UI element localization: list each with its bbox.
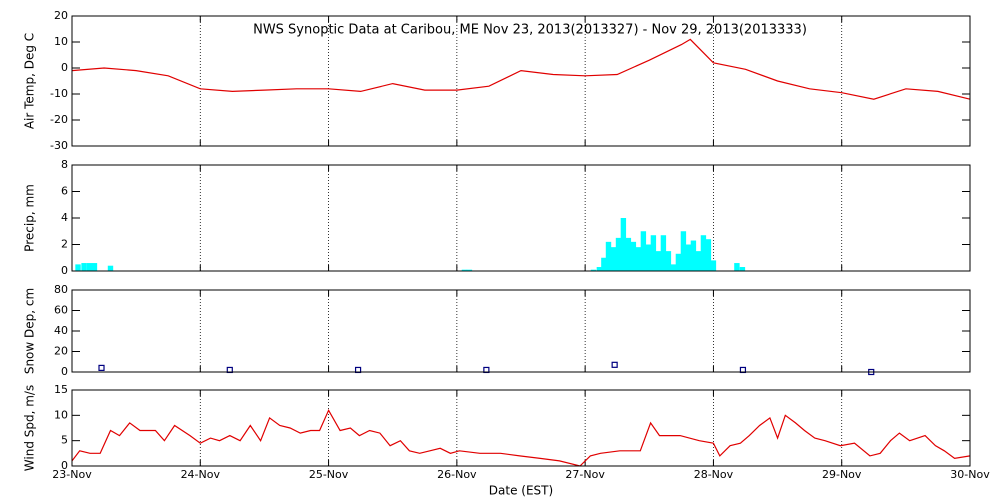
bar — [685, 244, 692, 271]
bar — [75, 264, 81, 271]
bar — [695, 251, 702, 271]
bar — [710, 260, 717, 271]
bar — [705, 239, 712, 271]
y-tick-label: 80 — [54, 283, 68, 296]
x-tick-label: 28-Nov — [694, 468, 734, 481]
bar — [739, 267, 746, 271]
x-axis-label: Date (EST) — [489, 484, 553, 498]
plot-frame — [71, 289, 971, 373]
chart-title: NWS Synoptic Data at Caribou, ME Nov 23,… — [253, 23, 807, 38]
y-tick-label: 40 — [54, 324, 68, 337]
y-axis-label: Wind Spd, m/s — [23, 385, 37, 471]
bar — [690, 240, 697, 271]
bar — [655, 251, 662, 271]
y-tick-label: 10 — [54, 35, 68, 48]
bar — [670, 264, 677, 271]
x-tick-label: 26-Nov — [437, 468, 477, 481]
bar — [86, 263, 93, 271]
bar — [630, 241, 637, 271]
y-tick-label: 10 — [54, 408, 68, 421]
bar — [610, 247, 617, 271]
bar — [665, 251, 672, 271]
point — [611, 361, 618, 368]
y-axis-label: Precip, mm — [23, 184, 37, 252]
y-tick-label: 20 — [54, 9, 68, 22]
bar — [107, 265, 114, 271]
y-tick-label: 4 — [61, 211, 68, 224]
bar — [700, 235, 707, 271]
bar — [596, 267, 603, 271]
plot-frame — [71, 15, 971, 147]
bar — [640, 231, 647, 271]
x-tick-label: 29-Nov — [822, 468, 862, 481]
bar — [635, 247, 642, 271]
y-tick-label: 0 — [61, 365, 68, 378]
y-tick-label: 20 — [54, 345, 68, 358]
bar — [91, 263, 98, 271]
bar — [680, 231, 687, 271]
data-line — [71, 38, 971, 100]
plot-frame — [71, 389, 971, 467]
plot-frame — [71, 164, 971, 272]
y-tick-label: 0 — [61, 459, 68, 472]
bar — [675, 253, 682, 271]
y-tick-label: -30 — [50, 139, 68, 152]
y-axis-label: Air Temp, Deg C — [23, 33, 37, 129]
bar — [620, 218, 627, 271]
bar — [734, 263, 740, 271]
bar — [461, 269, 468, 271]
x-tick-label: 27-Nov — [565, 468, 605, 481]
bar — [601, 257, 607, 271]
y-tick-label: -20 — [50, 113, 68, 126]
bar — [605, 241, 612, 271]
x-tick-label: 25-Nov — [309, 468, 349, 481]
y-tick-label: 5 — [61, 434, 68, 447]
y-tick-label: 60 — [54, 304, 68, 317]
bar — [81, 263, 87, 271]
y-tick-label: 0 — [61, 264, 68, 277]
x-tick-label: 30-Nov — [950, 468, 990, 481]
bar — [645, 244, 652, 271]
y-tick-label: 0 — [61, 61, 68, 74]
y-tick-label: -10 — [50, 87, 68, 100]
bar — [466, 269, 473, 271]
bar — [615, 237, 622, 271]
y-tick-label: 15 — [54, 383, 68, 396]
y-axis-label: Snow Dep, cm — [23, 288, 37, 374]
data-line — [71, 408, 971, 467]
point — [98, 364, 105, 371]
bar — [650, 235, 657, 271]
bar — [625, 237, 632, 271]
bar — [660, 235, 667, 271]
bar — [590, 269, 597, 271]
y-tick-label: 6 — [61, 185, 68, 198]
y-tick-label: 8 — [61, 158, 68, 171]
x-tick-label: 23-Nov — [52, 468, 92, 481]
y-tick-label: 2 — [61, 238, 68, 251]
x-tick-label: 24-Nov — [181, 468, 221, 481]
